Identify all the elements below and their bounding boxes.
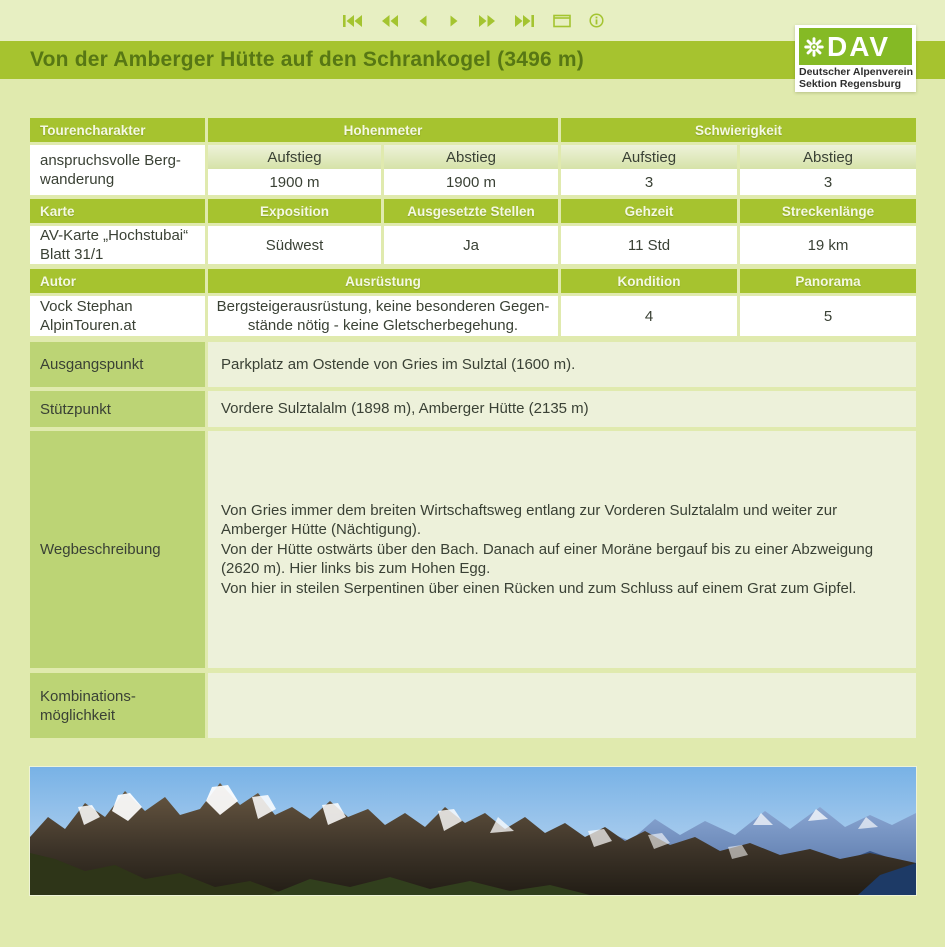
column-schwierigkeit-abstieg: Abstieg 3 bbox=[740, 145, 916, 195]
dav-logo-green-box: DAV bbox=[799, 28, 912, 65]
skip-last-icon[interactable] bbox=[514, 14, 535, 28]
cell-aufstieg-grad: 3 bbox=[561, 169, 737, 195]
group2-header-row: Karte Exposition Ausgesetzte Stellen Geh… bbox=[30, 199, 916, 223]
cell-kondition: 4 bbox=[561, 296, 737, 336]
cell-exposition: Südwest bbox=[208, 226, 381, 264]
label-kombinationsmoeglichkeit: Kombinations- möglichkeit bbox=[30, 673, 205, 738]
header-ausgesetzte-stellen: Ausgesetzte Stellen bbox=[384, 199, 558, 223]
step-backward-icon[interactable] bbox=[416, 14, 430, 28]
header-streckenlaenge: Streckenlänge bbox=[740, 199, 916, 223]
tour-table: Tourencharakter Hohenmeter Schwierigkeit… bbox=[30, 118, 916, 738]
subheader-abstieg-1: Abstieg bbox=[384, 145, 558, 169]
cell-tourencharakter: anspruchsvolle Berg- wanderung bbox=[30, 145, 205, 195]
skip-first-icon[interactable] bbox=[342, 14, 363, 28]
dav-org-lines: Deutscher Alpenverein Sektion Regensburg bbox=[799, 65, 913, 90]
group1-value-row: anspruchsvolle Berg- wanderung Aufstieg … bbox=[30, 145, 916, 195]
cell-kombinationsmoeglichkeit bbox=[208, 673, 916, 738]
cell-karte: AV-Karte „Hochstubai“ Blatt 31/1 bbox=[30, 226, 205, 264]
label-wegbeschreibung: Wegbeschreibung bbox=[30, 431, 205, 668]
header-tourencharakter: Tourencharakter bbox=[30, 118, 205, 142]
cell-autor: Vock Stephan AlpinTouren.at bbox=[30, 296, 205, 336]
cell-ausgesetzte-stellen: Ja bbox=[384, 226, 558, 264]
fast-forward-icon[interactable] bbox=[478, 14, 497, 28]
label-stuetzpunkt: Stützpunkt bbox=[30, 391, 205, 427]
dav-org-name: Deutscher Alpenverein bbox=[799, 66, 913, 78]
detail-row-stuetzpunkt: Stützpunkt Vordere Sulztalalm (1898 m), … bbox=[30, 391, 916, 427]
info-icon[interactable] bbox=[588, 13, 604, 28]
edelweiss-icon bbox=[804, 36, 824, 57]
subheader-aufstieg-1: Aufstieg bbox=[208, 145, 381, 169]
window-icon[interactable] bbox=[552, 14, 572, 28]
group2-value-row: AV-Karte „Hochstubai“ Blatt 31/1 Südwest… bbox=[30, 226, 916, 264]
header-kondition: Kondition bbox=[561, 269, 737, 293]
cell-wegbeschreibung: Von Gries immer dem breiten Wirtschaftsw… bbox=[208, 431, 916, 668]
detail-row-wegbeschreibung: Wegbeschreibung Von Gries immer dem brei… bbox=[30, 431, 916, 668]
cell-streckenlaenge: 19 km bbox=[740, 226, 916, 264]
dav-section-name: Sektion Regensburg bbox=[799, 77, 902, 90]
header-hohenmeter: Hohenmeter bbox=[208, 118, 558, 142]
cell-abstieg-hm: 1900 m bbox=[384, 169, 558, 195]
panorama-photo bbox=[29, 766, 917, 896]
toolbar bbox=[0, 0, 945, 41]
cell-ausgangspunkt: Parkplatz am Ostende von Gries im Sulzta… bbox=[208, 342, 916, 387]
cell-ausruestung: Bergsteigerausrüstung, keine besonderen … bbox=[208, 296, 558, 336]
cell-gehzeit: 11 Std bbox=[561, 226, 737, 264]
page-title: Von der Amberger Hütte auf den Schrankog… bbox=[30, 48, 584, 71]
header-karte: Karte bbox=[30, 199, 205, 223]
fast-backward-icon[interactable] bbox=[380, 14, 399, 28]
header-schwierigkeit: Schwierigkeit bbox=[561, 118, 916, 142]
header-exposition: Exposition bbox=[208, 199, 381, 223]
subheader-aufstieg-2: Aufstieg bbox=[561, 145, 737, 169]
title-bar: Von der Amberger Hütte auf den Schrankog… bbox=[0, 41, 945, 79]
mountain-panorama-image bbox=[30, 767, 916, 895]
cell-stuetzpunkt: Vordere Sulztalalm (1898 m), Amberger Hü… bbox=[208, 391, 916, 427]
column-hohenmeter-abstieg: Abstieg 1900 m bbox=[384, 145, 558, 195]
header-gehzeit: Gehzeit bbox=[561, 199, 737, 223]
header-autor: Autor bbox=[30, 269, 205, 293]
subheader-abstieg-2: Abstieg bbox=[740, 145, 916, 169]
dav-abbr: DAV bbox=[827, 30, 891, 62]
cell-abstieg-grad: 3 bbox=[740, 169, 916, 195]
group3-value-row: Vock Stephan AlpinTouren.at Bergsteigera… bbox=[30, 296, 916, 336]
column-hohenmeter-aufstieg: Aufstieg 1900 m bbox=[208, 145, 381, 195]
dav-logo: DAV Deutscher Alpenverein Sektion Regens… bbox=[795, 25, 916, 92]
detail-row-ausgangspunkt: Ausgangspunkt Parkplatz am Ostende von G… bbox=[30, 342, 916, 387]
group3-header-row: Autor Ausrüstung Kondition Panorama bbox=[30, 269, 916, 293]
detail-row-kombinationsmoeglichkeit: Kombinations- möglichkeit bbox=[30, 673, 916, 738]
label-ausgangspunkt: Ausgangspunkt bbox=[30, 342, 205, 387]
cell-panorama: 5 bbox=[740, 296, 916, 336]
header-ausruestung: Ausrüstung bbox=[208, 269, 558, 293]
group1-header-row: Tourencharakter Hohenmeter Schwierigkeit bbox=[30, 118, 916, 142]
header-panorama: Panorama bbox=[740, 269, 916, 293]
cell-aufstieg-hm: 1900 m bbox=[208, 169, 381, 195]
column-schwierigkeit-aufstieg: Aufstieg 3 bbox=[561, 145, 737, 195]
step-forward-icon[interactable] bbox=[447, 14, 461, 28]
